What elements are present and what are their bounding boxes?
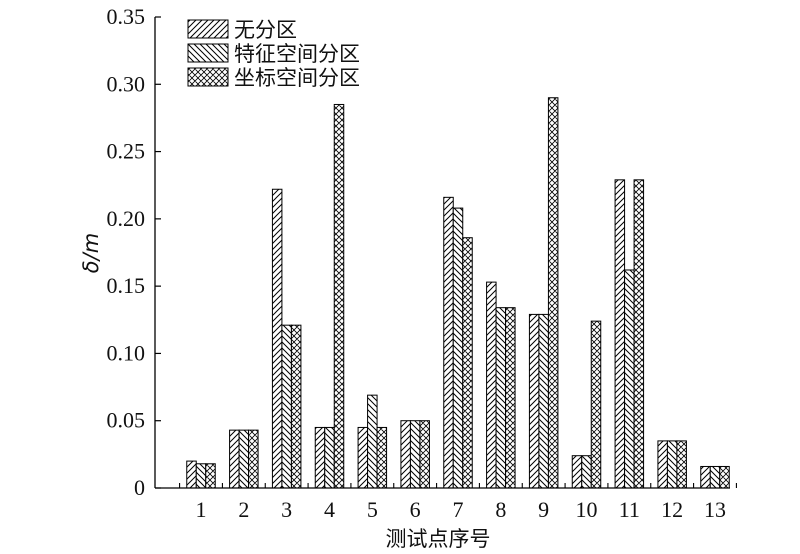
bar-1-series-2	[195, 463, 207, 489]
bar-10-series-3	[590, 320, 602, 489]
y-tick-label: 0.30	[107, 71, 146, 96]
bar-1-series-1	[186, 460, 197, 489]
bar-3-series-3	[290, 324, 302, 489]
x-tick-label: 3	[281, 497, 292, 522]
bar-4-series-3	[333, 103, 345, 489]
x-tick-label: 1	[196, 497, 207, 522]
x-axis-title: 测试点序号	[386, 527, 491, 551]
y-tick-label: 0.05	[107, 408, 146, 433]
bar-5-series-2	[367, 394, 378, 489]
bar-9-series-3	[547, 97, 559, 489]
x-tick-label: 10	[576, 497, 598, 522]
x-tick-label: 6	[410, 497, 421, 522]
bar-8-series-2	[495, 307, 507, 489]
y-tick-label: 0	[134, 475, 145, 500]
bar-10-series-1	[571, 455, 583, 489]
x-tick-label: 12	[661, 497, 683, 522]
bar-7-series-3	[462, 237, 473, 489]
y-axis-title: δ/m	[79, 233, 103, 273]
bar-4-series-2	[324, 426, 335, 489]
bar-13-series-3	[719, 465, 730, 489]
y-tick-label: 0.25	[107, 139, 146, 164]
y-tick-label: 0.15	[107, 273, 146, 298]
bar-4-series-1	[314, 426, 326, 489]
legend-swatch	[187, 19, 229, 39]
x-tick-label: 8	[495, 497, 506, 522]
bar-12-series-2	[666, 440, 678, 489]
y-tick-label: 0.35	[107, 4, 146, 29]
bars-group	[186, 97, 730, 489]
bar-2-series-2	[238, 429, 250, 489]
bar-12-series-1	[657, 440, 668, 489]
legend-swatch	[187, 43, 229, 63]
bar-9-series-1	[528, 313, 540, 489]
legend-swatch	[187, 67, 229, 87]
bar-8-series-3	[505, 307, 516, 489]
bar-6-series-3	[419, 420, 430, 489]
x-tick-label: 5	[367, 497, 378, 522]
bar-12-series-3	[676, 440, 687, 489]
axes-group	[154, 17, 730, 489]
bar-11-series-2	[624, 269, 635, 489]
bar-11-series-1	[614, 179, 626, 489]
x-tick-label: 9	[538, 497, 549, 522]
bar-8-series-1	[486, 281, 497, 489]
legend-label: 特征空间分区	[234, 42, 360, 66]
x-ticks-group: 1 2 3 4 5 6 7 8 9 10 11 12 13	[179, 483, 737, 522]
bar-5-series-3	[376, 426, 388, 489]
y-ticks-group: 0 0.05 0.10 0.15 0.20 0.25 0.30 0.35	[107, 4, 161, 500]
x-tick-label: 4	[324, 497, 335, 522]
bar-1-series-3	[205, 463, 216, 489]
bar-13-series-1	[700, 465, 711, 489]
legend-label: 无分区	[234, 18, 297, 42]
bar-6-series-1	[400, 420, 411, 489]
bar-9-series-2	[538, 313, 549, 489]
bar-10-series-2	[581, 455, 592, 489]
bar-11-series-3	[633, 179, 645, 489]
x-tick-label: 13	[704, 497, 726, 522]
bar-3-series-1	[271, 188, 283, 489]
legend-label: 坐标空间分区	[234, 66, 360, 90]
y-tick-label: 0.20	[107, 206, 146, 231]
bar-7-series-1	[443, 196, 454, 489]
y-tick-label: 0.10	[107, 340, 146, 365]
bar-13-series-2	[709, 465, 721, 489]
x-tick-label: 7	[453, 497, 464, 522]
bar-3-series-2	[281, 324, 292, 489]
bar-7-series-2	[452, 207, 464, 489]
x-tick-label: 2	[238, 497, 249, 522]
bar-2-series-3	[248, 429, 259, 489]
bar-6-series-2	[409, 420, 421, 489]
x-tick-label: 11	[619, 497, 640, 522]
bar-5-series-1	[357, 426, 369, 489]
bar-2-series-1	[229, 429, 240, 489]
